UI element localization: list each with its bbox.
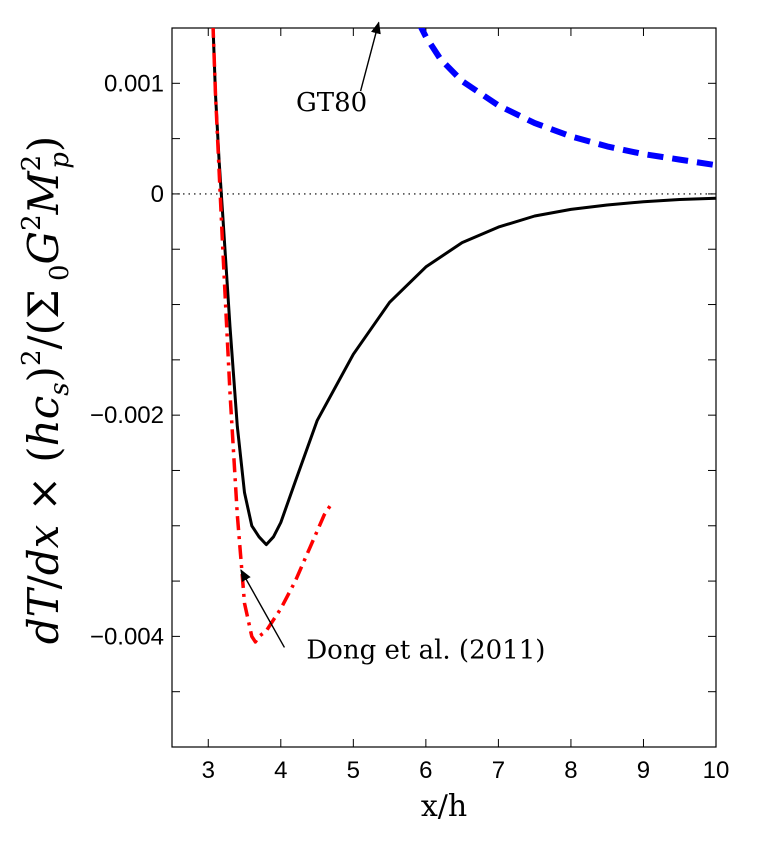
series-layer — [211, 28, 716, 644]
annotation-arrow — [240, 569, 286, 648]
y-axis-title: dT/dx × (hcs)2/(Σ 0G2M2p) — [17, 136, 75, 645]
y-tick-label: −0.002 — [90, 402, 164, 429]
annotation-layer: GT80 Dong et al. (2011) — [240, 21, 545, 666]
series-line-dashdot — [211, 28, 334, 644]
x-axis-title: x/h — [421, 789, 467, 824]
annotation-arrow — [359, 21, 381, 92]
series-line-solid — [211, 28, 716, 547]
annotation-label: Dong et al. (2011) — [306, 636, 545, 666]
annotation-label: GT80 — [296, 88, 367, 118]
x-tick-label: 9 — [637, 757, 650, 784]
y-tick-label: 0.001 — [104, 70, 164, 97]
x-tick-label: 8 — [564, 757, 577, 784]
x-tick-label: 6 — [419, 757, 432, 784]
x-tick-label: 5 — [347, 757, 360, 784]
x-tick-label: 4 — [274, 757, 287, 784]
axis-ticks: 3 4 5 6 7 8 9 10 0.001 0 −0.002 −0.004 — [90, 27, 730, 784]
y-tick-label: −0.004 — [90, 623, 164, 650]
y-tick-label: 0 — [151, 181, 164, 208]
x-tick-label: 7 — [492, 757, 505, 784]
series-line-dashed — [418, 28, 716, 169]
x-tick-label: 3 — [202, 757, 215, 784]
x-tick-label: 10 — [703, 757, 730, 784]
